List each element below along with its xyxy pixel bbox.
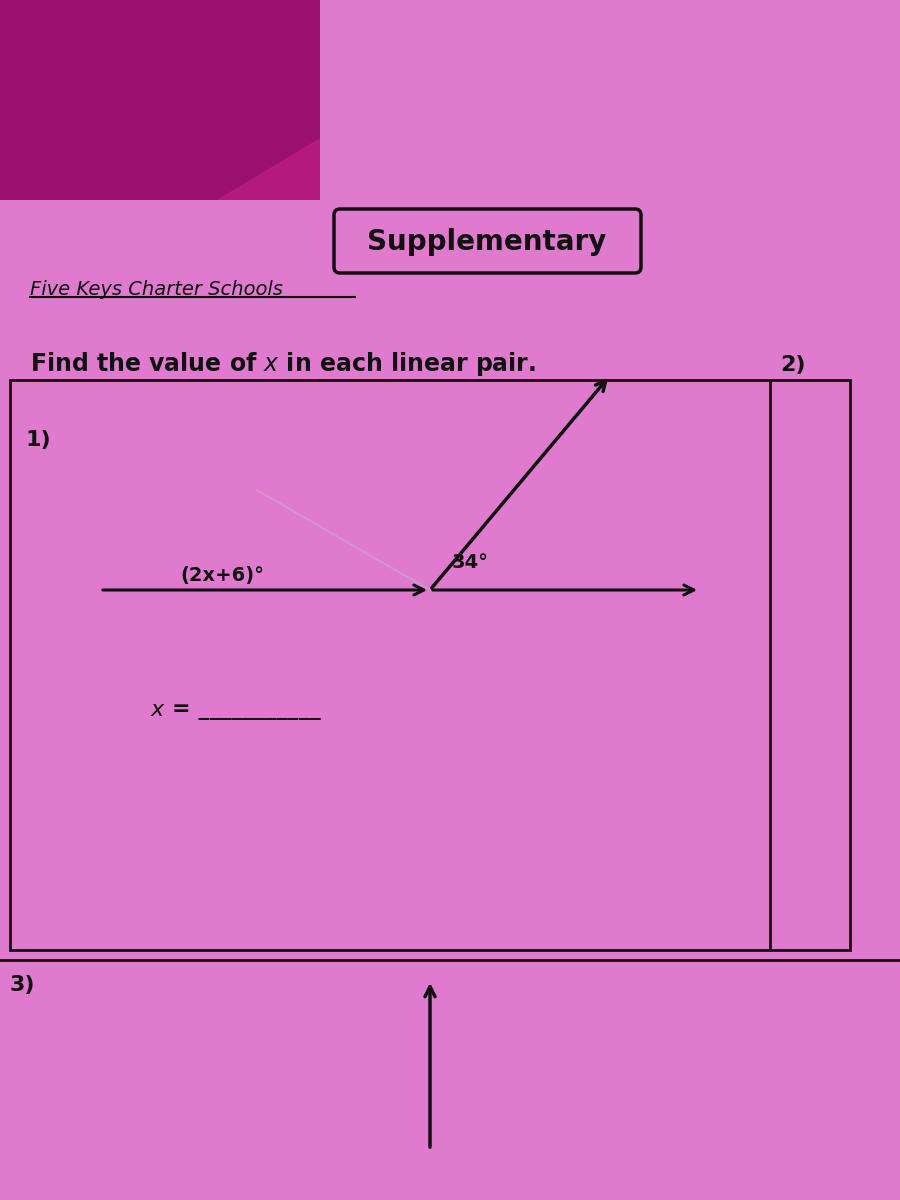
FancyBboxPatch shape xyxy=(0,200,900,1200)
Text: = ___________: = ___________ xyxy=(172,700,320,720)
Text: 2): 2) xyxy=(780,355,806,374)
Text: Supplementary: Supplementary xyxy=(367,228,607,256)
Text: 1): 1) xyxy=(25,430,50,450)
Text: Find the value of $x$ in each linear pair.: Find the value of $x$ in each linear pai… xyxy=(30,350,536,378)
Polygon shape xyxy=(0,0,550,330)
FancyBboxPatch shape xyxy=(334,209,641,272)
Bar xyxy=(10,380,850,950)
Text: (2x+6)°: (2x+6)° xyxy=(180,566,264,584)
Text: $x$: $x$ xyxy=(150,700,166,720)
Text: Five Keys Charter Schools: Five Keys Charter Schools xyxy=(30,280,283,299)
Bar xyxy=(0,960,900,1200)
Text: 34°: 34° xyxy=(452,553,489,572)
Text: 3): 3) xyxy=(10,974,35,995)
Polygon shape xyxy=(320,0,900,300)
